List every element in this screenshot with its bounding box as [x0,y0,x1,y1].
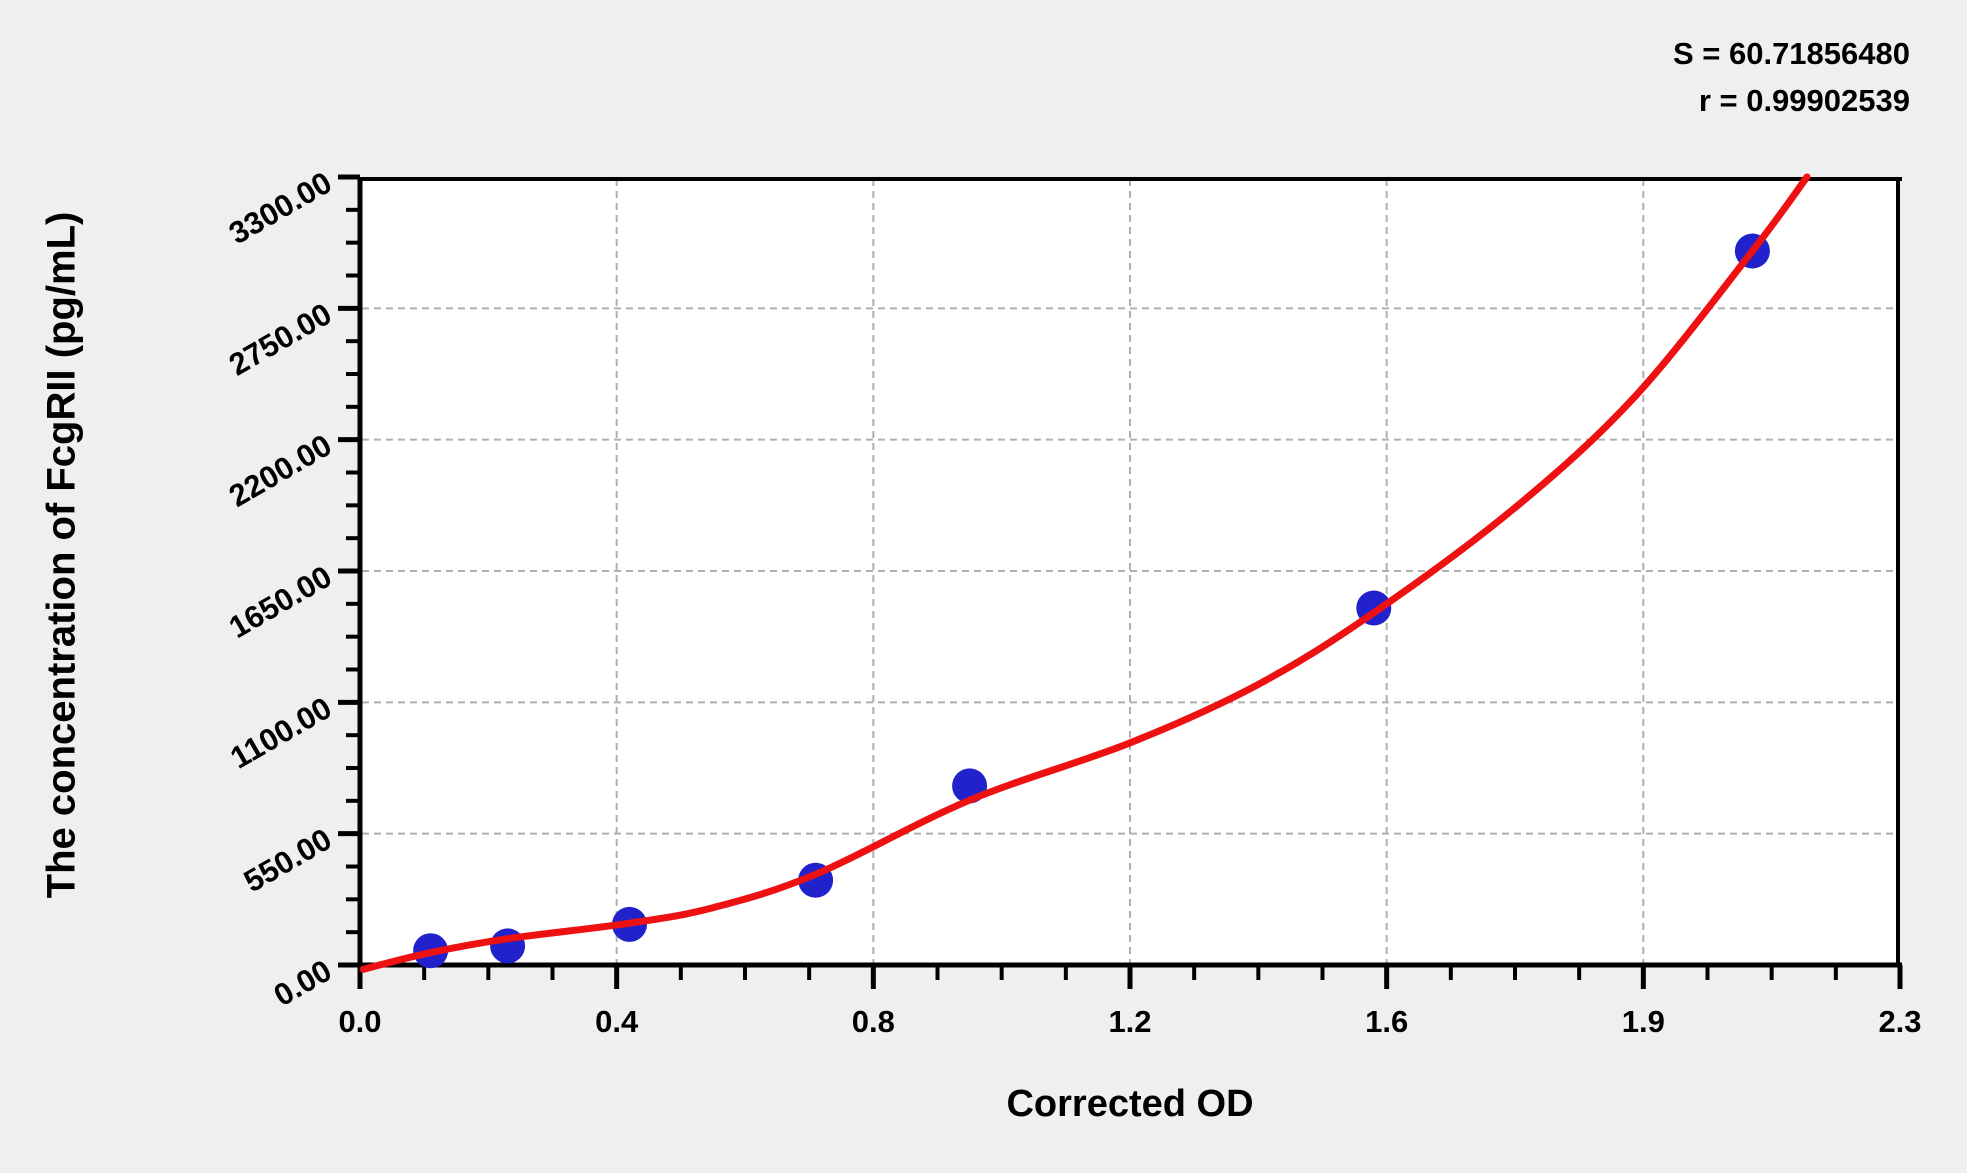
fit-curve [359,173,1811,973]
y-tick-label: 1650.00 [223,559,338,645]
x-tick-label: 0.4 [595,1004,639,1039]
x-axis-title: Corrected OD [1006,1083,1254,1125]
y-tick-label: 550.00 [238,821,338,899]
x-tick-label: 2.3 [1878,1004,1921,1039]
y-tick-label: 2200.00 [223,427,338,513]
y-tick-label: 2750.00 [223,296,338,382]
y-tick-label: 1100.00 [224,690,337,775]
fit-statistic-s: S = 60.71856480 [1672,36,1910,71]
x-tick-label: 0.8 [852,1004,895,1039]
x-tick-label: 1.9 [1622,1004,1665,1039]
y-tick-label: 3300.00 [223,165,338,251]
fit-statistic-r: r = 0.99902539 [1698,83,1910,118]
y-tick-label: 0.00 [268,953,338,1013]
x-tick-label: 1.2 [1108,1004,1151,1039]
fit-statistics: S = 60.71856480 r = 0.99902539 [1673,30,1910,124]
x-tick-label: 1.6 [1365,1004,1408,1039]
x-tick-label: 0.0 [338,1004,381,1039]
